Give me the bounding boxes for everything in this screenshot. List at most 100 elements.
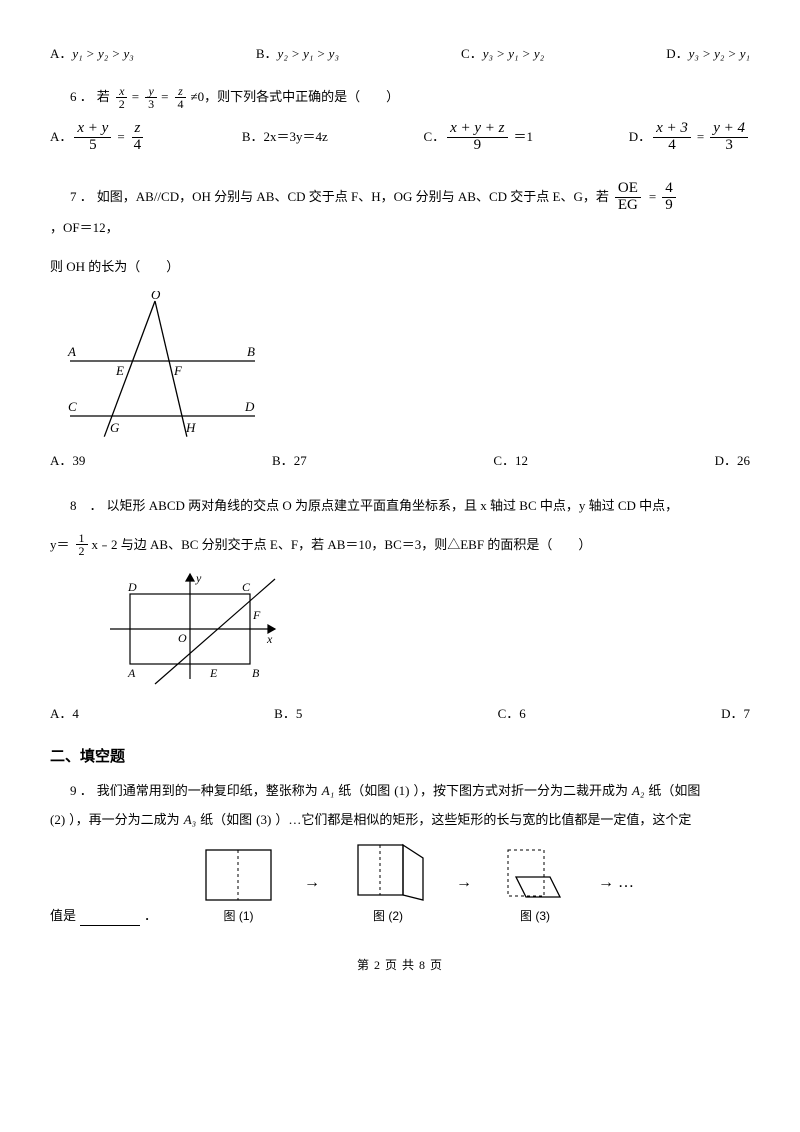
svg-text:D: D <box>244 399 255 414</box>
opt-label: D． <box>666 44 688 65</box>
eq-sign: = <box>161 87 168 108</box>
q9-stem-1: 9 ． 我们通常用到的一种复印纸，整张称为 A₁ 纸（如图 (1) ），按下图方… <box>50 777 750 806</box>
q5-opt-c: C． y₃ > y₁ > y₂ <box>461 44 544 65</box>
q8-prey: y＝ <box>50 531 70 560</box>
q5-opt-d: D． y₃ > y₂ > y₁ <box>666 44 750 65</box>
opt-expr: y₁ > y₂ > y₃ <box>72 44 133 65</box>
opt-val: 5 <box>296 704 303 725</box>
q-number: 7 ． <box>70 183 93 212</box>
q8-stem-2: y＝ 1 2 x﹣2 与边 AB、BC 分别交于点 E、F，若 AB＝10，BC… <box>50 531 750 560</box>
q8-stem-1: 8 ． 以矩形 ABCD 两对角线的交点 O 为原点建立平面直角坐标系，且 x … <box>50 492 750 521</box>
arrow-icon: → <box>456 870 472 896</box>
opt-expr: y₂ > y₁ > y₃ <box>278 44 339 65</box>
q-number: 6 ． <box>70 87 93 108</box>
q9-a3: A₃ <box>184 806 196 835</box>
q5-options: A． y₁ > y₂ > y₃ B． y₂ > y₁ > y₃ C． y₃ > … <box>50 44 750 65</box>
opt-label: C． <box>461 44 483 65</box>
opt-label: C． <box>498 704 520 725</box>
opt-val: 4 <box>72 704 79 725</box>
svg-text:D: D <box>127 580 137 594</box>
q9-t8: 值是 <box>50 906 76 927</box>
q6-post: ≠0，则下列各式中正确的是（ ） <box>190 87 399 108</box>
q7-stem-1: 7 ． 如图，AB//CD，OH 分别与 AB、CD 交于点 F、H，OG 分别… <box>50 181 750 242</box>
q7-opt-d: D．26 <box>715 451 750 472</box>
q7-options: A．39 B．27 C．12 D．26 <box>50 451 750 472</box>
q9-fig1: 图 (1) <box>201 845 276 926</box>
opt-label: C． <box>423 127 445 148</box>
svg-text:G: G <box>110 420 120 435</box>
svg-text:O: O <box>178 631 187 645</box>
opt-expr: y₃ > y₂ > y₁ <box>689 44 750 65</box>
opt-label: A． <box>50 44 72 65</box>
q7-text3: 则 OH 的长为（ ） <box>50 253 179 282</box>
q-number: 8 ． <box>70 492 103 521</box>
q6-pre: 若 <box>97 87 110 108</box>
opt-val: 26 <box>737 451 750 472</box>
opt-label: A． <box>50 704 72 725</box>
opt-frac-r: z 4 <box>131 121 145 154</box>
opt-label: A． <box>50 451 72 472</box>
q7-opt-a: A．39 <box>50 451 85 472</box>
q9-t5: ），再一分为二成为 <box>69 806 180 835</box>
q6-frac1: x 2 <box>116 85 128 111</box>
q9-t6: 纸（如图 <box>200 806 252 835</box>
svg-text:O: O <box>151 291 161 302</box>
q8-text1: 以矩形 ABCD 两对角线的交点 O 为原点建立平面直角坐标系，且 x 轴过 B… <box>107 492 679 521</box>
svg-text:A: A <box>127 666 136 680</box>
fig-caption: 图 (3) <box>500 907 570 926</box>
paper-a1-icon <box>201 845 276 905</box>
q6-options: A． x + y 5 = z 4 B． 2x＝3y＝4z C． x + y + … <box>50 121 750 154</box>
q9-t3: ），按下图方式对折一分为二裁开成为 <box>413 777 628 806</box>
q7-text1: 如图，AB//CD，OH 分别与 AB、CD 交于点 F、H，OG 分别与 AB… <box>97 183 609 212</box>
opt-val: 7 <box>743 704 750 725</box>
q8-opt-b: B．5 <box>274 704 302 725</box>
q5-opt-b: B． y₂ > y₁ > y₃ <box>256 44 339 65</box>
q9-t1: 我们通常用到的一种复印纸，整张称为 <box>97 777 318 806</box>
opt-label: D． <box>715 451 737 472</box>
q9-a2: A₂ <box>632 777 644 806</box>
svg-text:B: B <box>247 344 255 359</box>
q7-opt-c: C．12 <box>493 451 528 472</box>
opt-label: B． <box>272 451 294 472</box>
svg-text:x: x <box>266 632 273 646</box>
answer-blank[interactable] <box>80 913 140 926</box>
opt-text: 2x＝3y＝4z <box>264 127 328 148</box>
q7-figure: OABCDEFGH <box>50 291 750 441</box>
fig-caption: 图 (1) <box>201 907 276 926</box>
q9-fig3: 图 (3) <box>500 845 570 926</box>
opt-label: C． <box>493 451 515 472</box>
eq-sign: ＝1 <box>514 127 534 148</box>
opt-val: 12 <box>515 451 528 472</box>
q9-p2: (2) <box>50 806 65 835</box>
q9-period: ． <box>144 906 157 927</box>
q6-frac3: z 4 <box>174 85 186 111</box>
opt-val: 27 <box>294 451 307 472</box>
svg-text:E: E <box>209 666 218 680</box>
eq-sign: = <box>132 87 139 108</box>
q7-frac-l: OE EG <box>615 181 641 214</box>
q9-stem-2: (2) ），再一分为二成为 A₃ 纸（如图 (3) ）…它们都是相似的矩形，这些… <box>50 806 750 835</box>
eq-sign: = <box>649 183 656 212</box>
q7-frac-r: 4 9 <box>662 181 676 214</box>
q6-opt-b: B． 2x＝3y＝4z <box>242 127 328 148</box>
q8-opt-d: D．7 <box>721 704 750 725</box>
arrow-icon: → … <box>598 870 634 896</box>
q8-figure: DCABOxyEF <box>100 569 750 694</box>
svg-text:C: C <box>68 399 77 414</box>
opt-expr: y₃ > y₁ > y₂ <box>483 44 544 65</box>
opt-val: 39 <box>72 451 85 472</box>
svg-text:C: C <box>242 580 251 594</box>
svg-text:A: A <box>67 344 76 359</box>
q9-stem-3: 值是 ． 图 (1) → 图 (2) → 图 (3) <box>50 840 750 926</box>
opt-label: B． <box>242 127 264 148</box>
eq-sign: = <box>697 127 704 148</box>
opt-label: A． <box>50 127 72 148</box>
paper-a2-icon <box>348 840 428 905</box>
opt-label: B． <box>256 44 278 65</box>
svg-text:B: B <box>252 666 260 680</box>
opt-label: D． <box>629 127 651 148</box>
opt-frac-l: x + y 5 <box>74 121 111 154</box>
q7-text2: ，OF＝12， <box>50 214 119 243</box>
fig-caption: 图 (2) <box>348 907 428 926</box>
q5-opt-a: A． y₁ > y₂ > y₃ <box>50 44 134 65</box>
